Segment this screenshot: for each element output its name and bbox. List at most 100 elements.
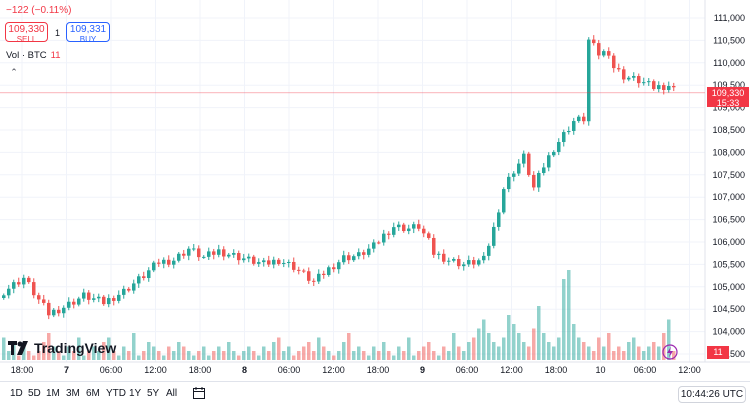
timeframe-1y[interactable]: 1Y <box>129 388 142 399</box>
candle-body <box>287 261 291 263</box>
timeframe-1m[interactable]: 1M <box>46 388 60 399</box>
candle-body <box>457 258 461 267</box>
candle-body <box>597 43 601 56</box>
volume-bar <box>317 337 321 360</box>
candle-body <box>577 116 581 122</box>
candle-body <box>237 253 241 261</box>
candle-body <box>257 262 261 264</box>
lightning-icon[interactable] <box>662 344 678 360</box>
candle-body <box>67 301 71 308</box>
volume-bar <box>102 342 106 360</box>
volume-bar <box>652 342 656 360</box>
candle-body <box>562 132 566 143</box>
x-tick-label: 7 <box>64 365 69 375</box>
sell-button[interactable]: 109,330 SELL <box>5 22 48 44</box>
candle-body <box>227 254 231 257</box>
timeframe-3m[interactable]: 3M <box>66 388 80 399</box>
timeframe-all[interactable]: All <box>166 388 178 399</box>
volume-bar <box>87 351 91 360</box>
volume-bar <box>487 333 491 360</box>
volume-bar <box>482 319 486 360</box>
candle-body <box>267 260 271 265</box>
volume-bar <box>92 346 96 360</box>
volume-bar <box>177 342 181 360</box>
candle-body <box>242 258 246 261</box>
candle-body <box>487 245 491 256</box>
volume-bar <box>372 346 376 360</box>
x-tick-label: 8 <box>242 365 247 375</box>
buy-price: 109,331 <box>69 24 107 35</box>
candle-body <box>542 167 546 174</box>
candle-body <box>82 292 86 299</box>
spread-value: 1 <box>55 28 61 38</box>
x-tick-label: 9 <box>420 365 425 375</box>
volume-bar <box>377 351 381 360</box>
candle-body <box>142 276 146 279</box>
tradingview-logo[interactable]: TradingView <box>8 338 116 358</box>
volume-bar <box>232 351 236 360</box>
candle-body <box>137 276 141 284</box>
candle-body <box>482 255 486 261</box>
candle-body <box>27 277 31 283</box>
volume-bar <box>227 342 231 360</box>
volume-bar <box>512 324 516 360</box>
y-tick-label: 106,000 <box>712 237 745 247</box>
x-tick-label: 12:00 <box>144 365 167 375</box>
volume-bar <box>97 351 101 360</box>
volume-bar <box>462 351 466 360</box>
candle-body <box>647 81 651 83</box>
candle-body <box>612 55 616 69</box>
volume-bar <box>292 355 296 360</box>
y-tick-label: 110,500 <box>713 35 745 45</box>
time-readout[interactable]: 10:44:26 UTC <box>678 386 746 403</box>
candle-body <box>247 256 251 259</box>
buy-button[interactable]: 109,331 BUY <box>66 22 110 44</box>
logo-text: TradingView <box>34 340 117 356</box>
bar-countdown: 15:33 <box>716 98 740 108</box>
timeframe-1d[interactable]: 1D <box>10 388 23 399</box>
volume-bar <box>587 346 591 360</box>
volume-bar <box>302 346 306 360</box>
volume-bar <box>207 355 211 360</box>
x-tick-label: 12:00 <box>500 365 523 375</box>
volume-bar <box>277 337 281 360</box>
volume-bar <box>42 342 46 360</box>
volume-bar <box>57 351 61 360</box>
candle-body <box>382 233 386 243</box>
candle-body <box>642 82 646 84</box>
y-tick-label: 106,500 <box>712 215 745 225</box>
volume-bar <box>247 346 251 360</box>
volume-bar <box>337 351 341 360</box>
timeframe-5y[interactable]: 5Y <box>147 388 160 399</box>
volume-bar <box>7 351 11 360</box>
candle-body <box>502 189 506 213</box>
x-tick-label: 18:00 <box>545 365 568 375</box>
chevron-up-icon[interactable]: ⌃ <box>10 67 18 77</box>
volume-legend[interactable]: Vol · BTC 11 <box>6 50 61 61</box>
candle-body <box>492 226 496 246</box>
chart-canvas[interactable]: 111,000 110,500 110,000 109,500 109,000 108,5… <box>0 0 750 381</box>
last-price-tag: 109,330 15:33 <box>707 87 749 108</box>
volume-bar <box>132 333 136 360</box>
volume-bar <box>617 346 621 360</box>
timeframe-5d[interactable]: 5D <box>28 388 41 399</box>
volume-bar <box>112 351 116 360</box>
x-tick-label: 10 <box>595 365 605 375</box>
calendar-icon[interactable] <box>192 386 206 400</box>
candle-body <box>522 153 526 164</box>
candle-body <box>592 39 596 44</box>
volume-bar <box>262 346 266 360</box>
candle-body <box>47 302 51 316</box>
timeframe-6m[interactable]: 6M <box>86 388 100 399</box>
buy-label: BUY <box>79 35 97 44</box>
candle-body <box>437 253 441 255</box>
candle-body <box>342 255 346 263</box>
volume-bar <box>542 333 546 360</box>
volume-bar <box>452 333 456 360</box>
candle-body <box>672 86 676 88</box>
volume-bar <box>667 319 671 360</box>
volume-bar <box>532 328 536 360</box>
y-tick-label: 110,000 <box>713 58 745 68</box>
volume-bar <box>457 346 461 360</box>
timeframe-ytd[interactable]: YTD <box>106 388 126 399</box>
